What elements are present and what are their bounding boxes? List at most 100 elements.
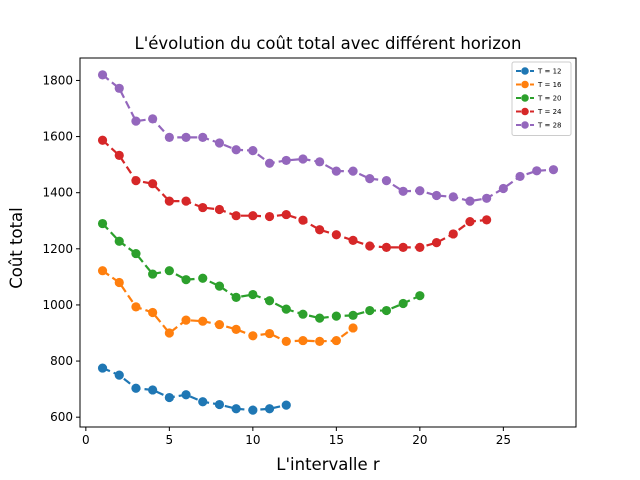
plot-frame <box>79 57 577 428</box>
data-point <box>532 166 542 176</box>
data-point <box>465 216 475 227</box>
data-point <box>415 186 425 196</box>
plot-area <box>97 70 559 415</box>
data-point <box>515 171 525 182</box>
data-point <box>231 145 241 155</box>
chart-title: L'évolution du coût total avec différent… <box>135 34 522 53</box>
data-point <box>248 331 258 341</box>
data-point <box>131 302 141 312</box>
data-point <box>431 238 442 248</box>
data-point <box>114 370 124 380</box>
legend-box <box>511 61 572 136</box>
legend-marker <box>521 121 529 129</box>
y-tick-label: 1800 <box>42 73 73 87</box>
data-point <box>214 204 225 215</box>
x-tick-label: 10 <box>245 433 260 447</box>
data-point <box>498 183 508 194</box>
legend-marker <box>521 80 529 89</box>
data-point <box>415 242 425 253</box>
data-point <box>431 190 442 201</box>
data-point <box>248 146 258 156</box>
data-point <box>315 225 325 235</box>
data-point <box>465 196 475 206</box>
data-point <box>248 405 258 415</box>
data-point <box>348 310 358 320</box>
x-tick-label: 15 <box>329 433 344 447</box>
data-point <box>164 196 174 206</box>
data-point <box>231 324 241 334</box>
data-point <box>231 292 241 302</box>
data-point <box>298 154 308 164</box>
data-point <box>198 132 208 143</box>
data-point <box>164 328 174 338</box>
legend-entry: T = 16 <box>516 80 562 89</box>
data-point <box>131 116 141 126</box>
y-tick-label: 600 <box>50 410 73 424</box>
data-point <box>548 165 559 175</box>
y-tick-label: 1400 <box>42 186 73 200</box>
legend-label: T = 12 <box>537 68 562 76</box>
data-point <box>131 383 141 393</box>
data-point <box>381 305 392 316</box>
data-point <box>198 273 208 283</box>
data-point <box>114 150 124 160</box>
legend-label: T = 24 <box>537 108 562 116</box>
data-point <box>198 202 208 213</box>
data-point <box>214 399 225 410</box>
data-point <box>198 316 208 326</box>
data-point <box>281 400 291 410</box>
data-point <box>298 215 308 225</box>
series-group <box>97 70 559 206</box>
data-point <box>264 296 275 306</box>
data-point <box>114 83 124 93</box>
legend-label: T = 16 <box>537 81 562 89</box>
data-point <box>365 305 375 316</box>
series-group <box>97 218 425 323</box>
data-point <box>148 269 158 279</box>
data-point <box>381 242 392 253</box>
data-point <box>148 179 158 189</box>
legend-label: T = 28 <box>537 122 562 130</box>
data-point <box>398 298 408 309</box>
y-tick-label: 800 <box>50 354 73 368</box>
data-point <box>264 158 275 168</box>
legend-marker <box>521 94 529 102</box>
series-group <box>97 363 291 415</box>
x-tick-label: 0 <box>82 433 90 447</box>
data-point <box>97 135 108 145</box>
data-point <box>331 335 341 346</box>
data-point <box>164 266 174 276</box>
data-point <box>164 132 174 143</box>
legend-entry: T = 12 <box>516 67 562 76</box>
data-point <box>315 336 325 347</box>
data-point <box>148 114 158 124</box>
data-point <box>398 186 408 196</box>
data-point <box>114 277 124 288</box>
data-point <box>448 229 458 239</box>
data-point <box>198 397 208 407</box>
data-point <box>415 291 425 301</box>
data-point <box>97 266 108 276</box>
y-tick-label: 1200 <box>42 242 73 256</box>
data-point <box>331 166 341 176</box>
data-point <box>181 390 191 400</box>
legend-entry: T = 24 <box>516 107 562 116</box>
legend-entry: T = 20 <box>516 94 562 103</box>
data-point <box>398 242 408 253</box>
series-line <box>101 269 354 343</box>
legend: T = 12 T = 16 T = 20 T = 24 T = 28 <box>511 61 572 136</box>
data-point <box>264 404 275 414</box>
data-point <box>448 192 458 202</box>
data-point <box>181 275 191 285</box>
data-point <box>248 289 258 300</box>
data-point <box>348 235 358 245</box>
legend-marker <box>521 67 529 75</box>
data-point <box>315 313 325 323</box>
data-point <box>281 155 291 166</box>
data-point <box>181 315 191 325</box>
data-point <box>131 176 141 186</box>
data-point <box>482 193 492 203</box>
data-point <box>248 211 258 221</box>
data-point <box>114 236 124 246</box>
